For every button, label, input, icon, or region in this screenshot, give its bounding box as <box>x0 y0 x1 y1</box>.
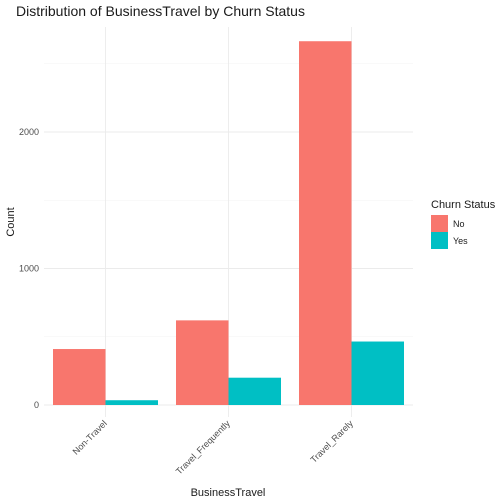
legend-label-yes: Yes <box>453 236 468 246</box>
bars-layer <box>53 41 404 405</box>
bar-no-non-travel <box>53 349 106 405</box>
y-tick-label: 1000 <box>19 264 39 274</box>
bar-yes-travel_frequently <box>228 377 281 405</box>
x-axis-title: BusinessTravel <box>191 487 266 499</box>
x-tick-label: Travel_Frequently <box>174 418 232 476</box>
bar-no-travel_frequently <box>176 320 229 405</box>
bar-no-travel_rarely <box>299 41 352 405</box>
y-axis-title: Count <box>5 207 17 236</box>
legend-key-no <box>431 215 448 232</box>
x-tick-label: Travel_Rarely <box>308 418 355 465</box>
bar-yes-non-travel <box>105 400 158 405</box>
legend: Churn Status No Yes <box>431 199 496 249</box>
y-tick-label: 0 <box>34 400 39 410</box>
y-tick-labels: 0 1000 2000 <box>19 127 39 410</box>
x-tick-labels: Non-Travel Travel_Frequently Travel_Rarely <box>71 418 356 476</box>
legend-title: Churn Status <box>431 199 496 211</box>
chart-title: Distribution of BusinessTravel by Churn … <box>16 3 305 19</box>
legend-label-no: No <box>453 219 465 229</box>
bar-yes-travel_rarely <box>351 341 404 405</box>
y-tick-label: 2000 <box>19 127 39 137</box>
x-tick-label: Non-Travel <box>71 418 109 456</box>
legend-key-yes <box>431 232 448 249</box>
